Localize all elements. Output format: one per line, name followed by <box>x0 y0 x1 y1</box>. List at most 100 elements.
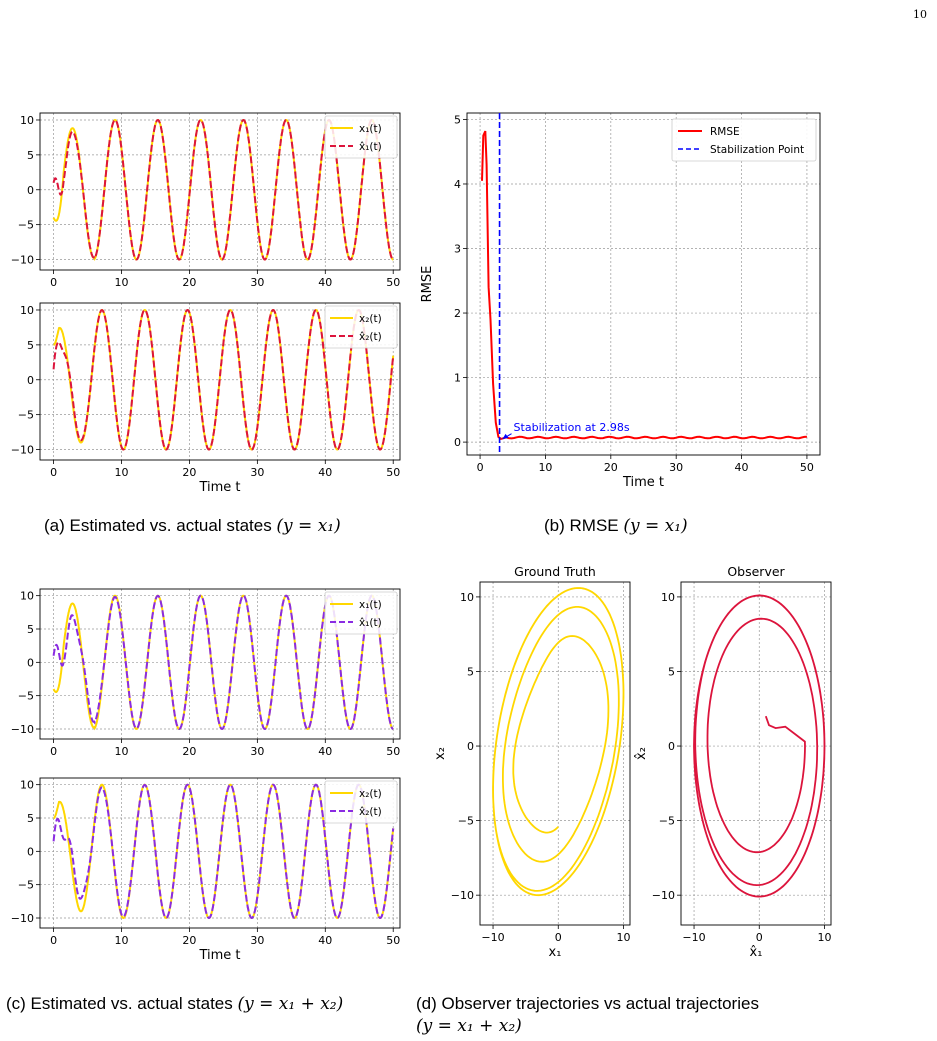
tick-label-y: 10 <box>20 304 34 317</box>
tick-label-y: 0 <box>27 374 34 387</box>
caption-c-math: (y = x₁ + x₂) <box>237 994 344 1014</box>
series-line-x2-hat <box>52 783 395 919</box>
tick-label-x: −10 <box>481 931 504 944</box>
page-number: 10 <box>913 8 927 21</box>
legend-label: x₂(t) <box>359 313 382 325</box>
legend-label: x̂₂(t) <box>359 806 382 818</box>
tick-label-x: 20 <box>182 466 196 479</box>
tick-label-y: 0 <box>454 436 461 449</box>
legend-label: x₂(t) <box>359 788 382 800</box>
tick-label-y: −10 <box>11 254 34 267</box>
legend-box <box>671 118 817 162</box>
tick-label-x: 30 <box>250 745 264 758</box>
caption-b-text: (b) RMSE <box>544 516 624 535</box>
tick-label-y: 5 <box>27 149 34 162</box>
legend-label: x₁(t) <box>359 123 382 135</box>
caption-b: (b) RMSE (y = x₁) <box>544 516 688 536</box>
legend-label: x̂₁(t) <box>359 141 382 153</box>
tick-label-x: 20 <box>182 934 196 947</box>
tick-label-y: −10 <box>11 912 34 925</box>
tick-label-x: 10 <box>115 934 129 947</box>
chart-title: Ground Truth <box>514 564 596 579</box>
tick-label-y: −5 <box>659 815 675 828</box>
x-axis-label: x̂₁ <box>750 945 763 960</box>
caption-d-math-line: (y = x₁ + x₂) <box>416 1016 522 1036</box>
tick-label-x: 40 <box>318 934 332 947</box>
tick-label-y: 10 <box>20 779 34 792</box>
legend-box <box>324 780 398 824</box>
tick-label-x: 40 <box>318 276 332 289</box>
tick-label-x: 40 <box>318 745 332 758</box>
tick-label-x: 10 <box>115 466 129 479</box>
rmse-line <box>481 130 807 441</box>
tick-label-x: 50 <box>800 461 814 474</box>
tick-label-x: 0 <box>756 931 763 944</box>
tick-label-y: 0 <box>668 740 675 753</box>
tick-label-x: 10 <box>817 931 831 944</box>
tick-label-x: 0 <box>477 461 484 474</box>
legend-label: x̂₂(t) <box>359 331 382 343</box>
tick-label-x: 30 <box>250 466 264 479</box>
tick-label-y: 1 <box>454 372 461 385</box>
tick-label-x: −10 <box>682 931 705 944</box>
tick-label-x: 40 <box>735 461 749 474</box>
tick-label-y: 0 <box>27 184 34 197</box>
series-line-x1-hat <box>52 118 394 261</box>
tick-label-y: −5 <box>18 690 34 703</box>
y-axis-label: RMSE <box>420 266 435 303</box>
tick-label-x: 10 <box>115 745 129 758</box>
series-line-x2-hat <box>52 309 395 451</box>
tick-label-y: 5 <box>27 623 34 636</box>
tick-label-y: 5 <box>467 665 474 678</box>
tick-label-y: −5 <box>458 815 474 828</box>
tick-label-y: −5 <box>18 409 34 422</box>
tick-label-x: 30 <box>250 276 264 289</box>
tick-label-y: 10 <box>20 590 34 603</box>
tick-label-x: 30 <box>669 461 683 474</box>
axes-d_left: −10 0 10 10 5 0 −5 −10 x₁ x₂ Ground Truth <box>433 564 630 960</box>
tick-label-y: 5 <box>27 339 34 352</box>
caption-c-text: (c) Estimated vs. actual states <box>6 994 238 1013</box>
axes-frame <box>39 302 401 461</box>
tick-label-x: 0 <box>50 745 57 758</box>
tick-label-x: 10 <box>616 931 630 944</box>
legend-label: RMSE <box>710 126 740 138</box>
axes-frame <box>39 588 401 740</box>
tick-label-y: 5 <box>454 113 461 126</box>
tick-label-x: 20 <box>182 276 196 289</box>
tick-label-x: 0 <box>555 931 562 944</box>
x-axis-label: Time t <box>198 480 240 495</box>
tick-label-x: 50 <box>386 276 400 289</box>
tick-label-x: 0 <box>50 934 57 947</box>
tick-label-y: 3 <box>454 243 461 256</box>
axes-frame <box>479 581 631 926</box>
tick-label-x: 50 <box>386 934 400 947</box>
tick-label-x: 50 <box>386 466 400 479</box>
chart-title: Observer <box>727 564 785 579</box>
tick-label-y: 2 <box>454 307 461 320</box>
caption-d-math: (y = x₁ + x₂) <box>416 1016 522 1036</box>
tick-label-x: 20 <box>604 461 618 474</box>
tick-label-y: 0 <box>27 845 34 858</box>
tick-label-y: 5 <box>27 812 34 825</box>
tick-label-y: −5 <box>18 879 34 892</box>
x-axis-label: x₁ <box>549 945 562 960</box>
tick-label-x: 0 <box>50 466 57 479</box>
axes-frame <box>39 777 401 929</box>
caption-a: (a) Estimated vs. actual states (y = x₁) <box>44 516 341 536</box>
tick-label-y: −10 <box>11 723 34 736</box>
caption-d: (d) Observer trajectories vs actual traj… <box>416 994 759 1014</box>
y-axis-label: x̂₂ <box>634 747 649 760</box>
y-axis-label: x₂ <box>433 747 448 760</box>
caption-a-math: (y = x₁) <box>276 516 341 536</box>
tick-label-y: −10 <box>11 444 34 457</box>
tick-label-x: 30 <box>250 934 264 947</box>
annotation-text: Stabilization at 2.98s <box>514 421 630 434</box>
axes-frame <box>39 112 401 271</box>
legend-box <box>324 305 398 349</box>
tick-label-y: −5 <box>18 219 34 232</box>
